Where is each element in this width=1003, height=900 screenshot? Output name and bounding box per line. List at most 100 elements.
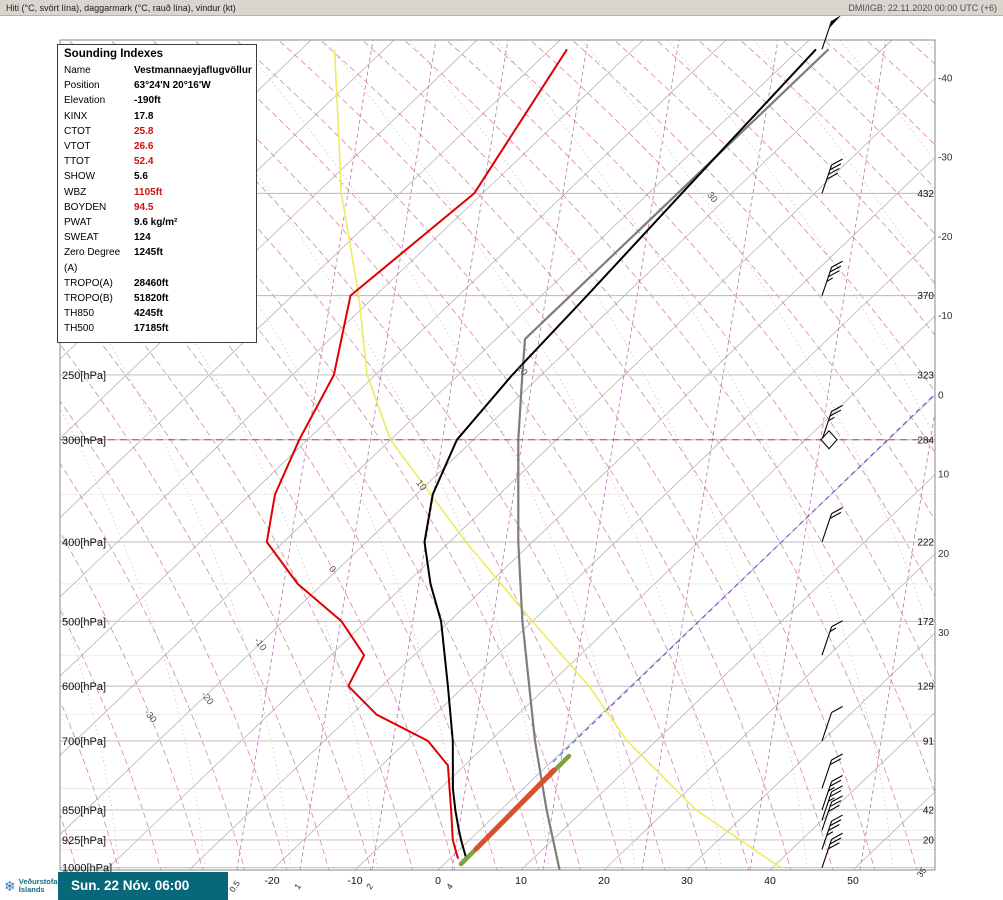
index-value: 1245ft — [134, 247, 163, 259]
index-row: SHOW 5.6 — [64, 169, 250, 184]
wind-barb — [821, 814, 843, 850]
index-row: Position 63°24'N 20°16'W — [64, 78, 250, 93]
index-label: TH850 — [64, 308, 95, 320]
svg-text:0: 0 — [326, 564, 338, 575]
svg-text:370: 370 — [917, 291, 934, 302]
index-label: Position — [64, 80, 100, 92]
index-label: TH500 — [64, 323, 95, 335]
index-value: 9.6 kg/m² — [134, 217, 178, 229]
index-value: 124 — [134, 232, 151, 244]
index-value: -190ft — [134, 95, 161, 107]
index-row: TROPO(A) 28460ft — [64, 276, 250, 291]
index-value: 5.6 — [134, 171, 148, 183]
index-value: Vestmannaeyjaflugvöllur — [134, 65, 252, 76]
index-rows: Name Vestmannaeyjaflugvöllur Position 63°24… — [64, 63, 252, 337]
valid-time-badge: Sun. 22 Nóv. 06:00 — [58, 872, 228, 900]
index-label: TROPO(B) — [64, 293, 113, 305]
logo-text-line1: Veðurstofa — [18, 876, 58, 886]
svg-text:-20: -20 — [938, 232, 953, 243]
svg-text:30: 30 — [704, 190, 719, 205]
svg-text:30: 30 — [681, 875, 693, 887]
index-value: 63°24'N 20°16'W — [134, 80, 211, 92]
index-row: TH500 17185ft — [64, 321, 250, 336]
index-row: TH850 4245ft — [64, 306, 250, 321]
index-label: PWAT — [64, 217, 92, 229]
svg-text:222: 222 — [917, 538, 934, 549]
svg-text:700[hPa]: 700[hPa] — [62, 736, 106, 748]
index-value: 4245ft — [134, 308, 163, 320]
yellow-reference-curve — [333, 49, 782, 869]
index-label: WBZ — [64, 186, 87, 198]
index-value: 28460ft — [134, 277, 169, 289]
standard-atmosphere-line — [517, 48, 830, 870]
sounding-curves — [265, 48, 935, 870]
index-label: Zero Degree (A) — [64, 247, 121, 274]
index-value: 51820ft — [134, 293, 169, 305]
index-label: VTOT — [64, 141, 91, 153]
wind-barbs — [821, 14, 843, 868]
chart-legend-text: Hiti (°C, svört lína), daggarmark (°C, r… — [6, 2, 236, 13]
svg-text:-10: -10 — [347, 875, 362, 887]
right-temperature-labels: -40 -30 -20 -10 0 10 20 30 — [938, 73, 953, 639]
index-value: 1105ft — [134, 186, 163, 198]
tropopause-marker — [820, 429, 838, 450]
temperature-curve — [423, 48, 817, 859]
wind-barb — [821, 158, 843, 194]
index-label: KINX — [64, 110, 88, 122]
svg-text:40: 40 — [764, 875, 776, 887]
wind-barb — [821, 785, 843, 821]
index-label: CTOT — [64, 125, 92, 137]
index-row: KINX 17.8 — [64, 109, 250, 124]
index-row: BOYDEN 94.5 — [64, 200, 250, 215]
svg-text:-20: -20 — [264, 875, 279, 887]
svg-text:0: 0 — [435, 875, 441, 887]
svg-text:4: 4 — [444, 881, 455, 891]
svg-text:1: 1 — [292, 881, 303, 891]
svg-text:1000[hPa]: 1000[hPa] — [62, 863, 112, 875]
wind-barb — [821, 706, 843, 742]
svg-text:925[hPa]: 925[hPa] — [62, 835, 106, 847]
index-label: TTOT — [64, 156, 90, 168]
index-label: Name — [64, 65, 91, 76]
height-labels: 432 370 323 284 222 172 129 91 42 20 — [917, 189, 934, 847]
svg-text:284: 284 — [917, 435, 934, 446]
wind-barb — [821, 795, 843, 831]
svg-text:-30: -30 — [938, 153, 953, 164]
wind-barb — [821, 620, 843, 656]
index-value: 26.6 — [134, 141, 154, 153]
svg-text:30: 30 — [938, 628, 950, 639]
index-value: 17185ft — [134, 323, 169, 335]
index-label: BOYDEN — [64, 201, 107, 213]
svg-text:600[hPa]: 600[hPa] — [62, 681, 106, 693]
index-row: PWAT 9.6 kg/m² — [64, 215, 250, 230]
index-row: Zero Degree (A) 1245ft — [64, 245, 250, 275]
wind-barb — [821, 507, 843, 543]
wind-barb — [821, 260, 843, 296]
wind-barb — [821, 14, 842, 50]
svg-text:0: 0 — [938, 390, 944, 401]
index-value: 94.5 — [134, 201, 154, 213]
svg-text:500[hPa]: 500[hPa] — [62, 616, 106, 628]
snowflake-logo-icon: ❄ — [4, 878, 16, 894]
index-row: TTOT 52.4 — [64, 154, 250, 169]
wind-barb — [821, 404, 843, 440]
svg-text:-40: -40 — [938, 73, 953, 84]
svg-text:850[hPa]: 850[hPa] — [62, 805, 106, 817]
index-value: 25.8 — [134, 125, 154, 137]
dewpoint-curve — [265, 48, 568, 859]
logo-text: Veðurstofa Íslands — [18, 876, 58, 895]
index-label: SHOW — [64, 171, 96, 183]
index-label: Elevation — [64, 95, 106, 107]
svg-text:400[hPa]: 400[hPa] — [62, 537, 106, 549]
svg-text:2: 2 — [364, 881, 375, 891]
index-label: SWEAT — [64, 232, 99, 244]
wind-barb — [821, 832, 843, 868]
svg-text:-10: -10 — [938, 311, 953, 322]
svg-text:20: 20 — [923, 835, 935, 846]
highlight-parcel-orange — [473, 767, 557, 852]
svg-text:0.5: 0.5 — [227, 878, 242, 894]
wind-barb — [821, 775, 843, 811]
svg-text:432: 432 — [917, 189, 934, 200]
svg-text:91: 91 — [923, 736, 935, 747]
svg-text:20: 20 — [514, 363, 529, 378]
